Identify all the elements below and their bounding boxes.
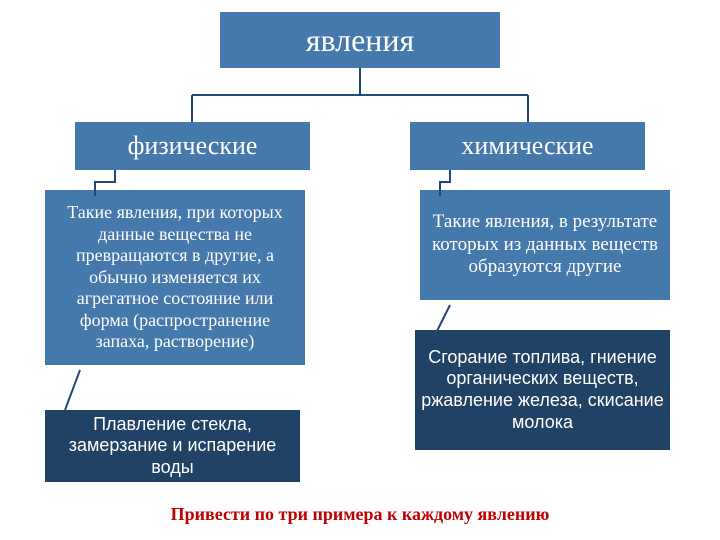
- chemical-desc-node: Такие явления, в результате которых из д…: [420, 190, 670, 300]
- chemical-examples-node: Сгорание топлива, гниение органических в…: [415, 330, 670, 450]
- physical-desc-node: Такие явления, при которых данные вещест…: [45, 190, 305, 365]
- root-label: явления: [306, 21, 415, 59]
- chemical-label: химические: [461, 130, 593, 161]
- physical-examples-label: Плавление стекла, замерзание и испарение…: [51, 414, 294, 479]
- chemical-node: химические: [410, 122, 645, 170]
- footer-label: Привести по три примера к каждому явлени…: [171, 504, 550, 526]
- physical-desc-label: Такие явления, при которых данные вещест…: [53, 202, 297, 353]
- physical-examples-node: Плавление стекла, замерзание и испарение…: [45, 410, 300, 482]
- physical-label: физические: [128, 130, 258, 161]
- chemical-desc-label: Такие явления, в результате которых из д…: [428, 211, 662, 279]
- footer-instruction: Привести по три примера к каждому явлени…: [150, 500, 570, 530]
- physical-node: физические: [75, 122, 310, 170]
- chemical-examples-label: Сгорание топлива, гниение органических в…: [421, 347, 664, 433]
- root-node: явления: [220, 12, 500, 68]
